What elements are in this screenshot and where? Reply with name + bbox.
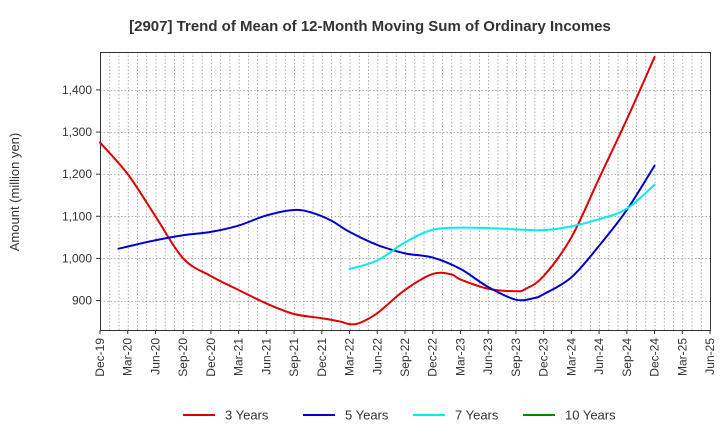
y-tick-label: 1,100 (62, 209, 92, 223)
legend-label: 7 Years (455, 408, 499, 423)
series-line-5-years (117, 164, 656, 302)
x-tick-label: Mar-21 (232, 338, 246, 376)
plot-area: 900 1,000 1,100 1,200 1,300 1,400 Dec-19 Mar-20… (62, 52, 717, 377)
x-tick-label: Dec-24 (648, 338, 662, 377)
x-tick-label: Jun-21 (259, 338, 273, 375)
x-tick-label: Sep-23 (509, 338, 523, 377)
x-tick-label: Sep-21 (287, 338, 301, 377)
legend-label: 3 Years (225, 408, 269, 423)
x-tick-label: Dec-19 (93, 338, 107, 377)
y-tick-label: 1,400 (62, 83, 92, 97)
legend-item-10-years: 10 Years (523, 408, 616, 423)
legend-label: 10 Years (565, 408, 616, 423)
y-tick-label: 1,200 (62, 167, 92, 181)
x-tick-label: Jun-25 (703, 338, 717, 375)
legend-item-7-years: 7 Years (413, 408, 499, 423)
x-tick-label: Dec-23 (537, 338, 551, 377)
x-tick-label: Jun-24 (592, 338, 606, 375)
y-tick-label: 1,300 (62, 125, 92, 139)
x-tick-label: Sep-20 (176, 338, 190, 377)
x-tick-label: Jun-22 (370, 338, 384, 375)
x-tick-label: Mar-23 (453, 338, 467, 376)
legend: 3 Years 5 Years 7 Years 10 Years (183, 408, 616, 423)
x-tick-label: Mar-22 (343, 338, 357, 376)
legend-item-3-years: 3 Years (183, 408, 269, 423)
x-tick-label: Dec-21 (315, 338, 329, 377)
y-tick-label: 1,000 (62, 251, 92, 265)
y-tick-label: 900 (72, 294, 92, 308)
x-tick-label: Sep-24 (620, 338, 634, 377)
series-line-3-years (99, 56, 656, 326)
x-tick-label: Mar-20 (121, 338, 135, 376)
series-line-7-years (348, 183, 656, 270)
x-tick-label: Mar-25 (675, 338, 689, 376)
chart-title: [2907] Trend of Mean of 12-Month Moving … (129, 18, 611, 35)
x-tick-label: Jun-20 (148, 338, 162, 375)
legend-item-5-years: 5 Years (303, 408, 389, 423)
plot-background (100, 52, 710, 330)
x-tick-label: Dec-22 (426, 338, 440, 377)
x-tick-label: Jun-23 (481, 338, 495, 375)
x-tick-label: Mar-24 (564, 338, 578, 376)
y-axis-label: Amount (million yen) (7, 133, 22, 252)
x-tick-label: Sep-22 (398, 338, 412, 377)
x-tick-label: Dec-20 (204, 338, 218, 377)
legend-label: 5 Years (345, 408, 389, 423)
